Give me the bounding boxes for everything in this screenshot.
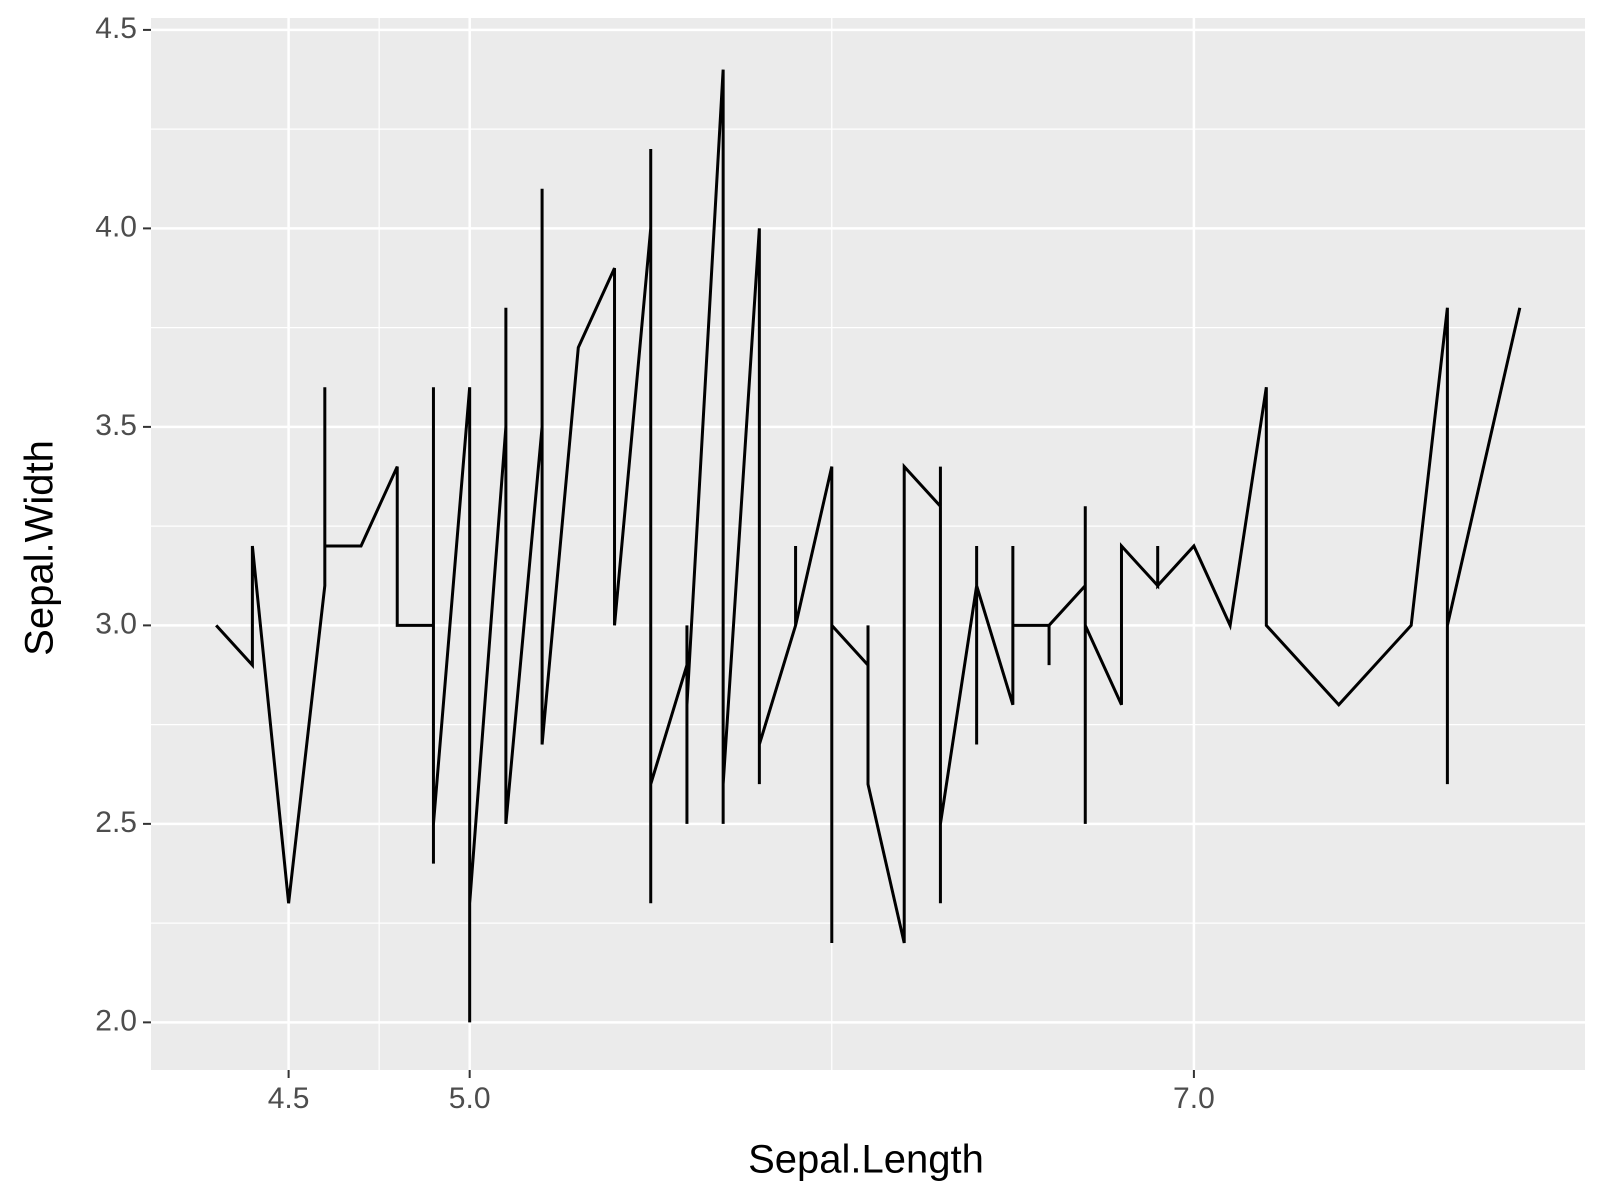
y-axis-title: Sepal.Width: [18, 440, 62, 656]
y-tick-label: 2.5: [95, 806, 137, 839]
panel: [151, 18, 1585, 1070]
x-axis-title: Sepal.Length: [748, 1138, 984, 1182]
x-tick-label: 7.0: [1173, 1082, 1215, 1115]
y-tick-label: 3.0: [95, 607, 137, 640]
y-tick-label: 4.0: [95, 210, 137, 243]
y-tick-label: 4.5: [95, 12, 137, 45]
x-tick-label: 4.5: [268, 1082, 310, 1115]
y-tick-label: 2.0: [95, 1004, 137, 1037]
x-tick-label: 5.0: [449, 1082, 491, 1115]
data-line: [215, 69, 1522, 1023]
y-tick-label: 3.5: [95, 409, 137, 442]
